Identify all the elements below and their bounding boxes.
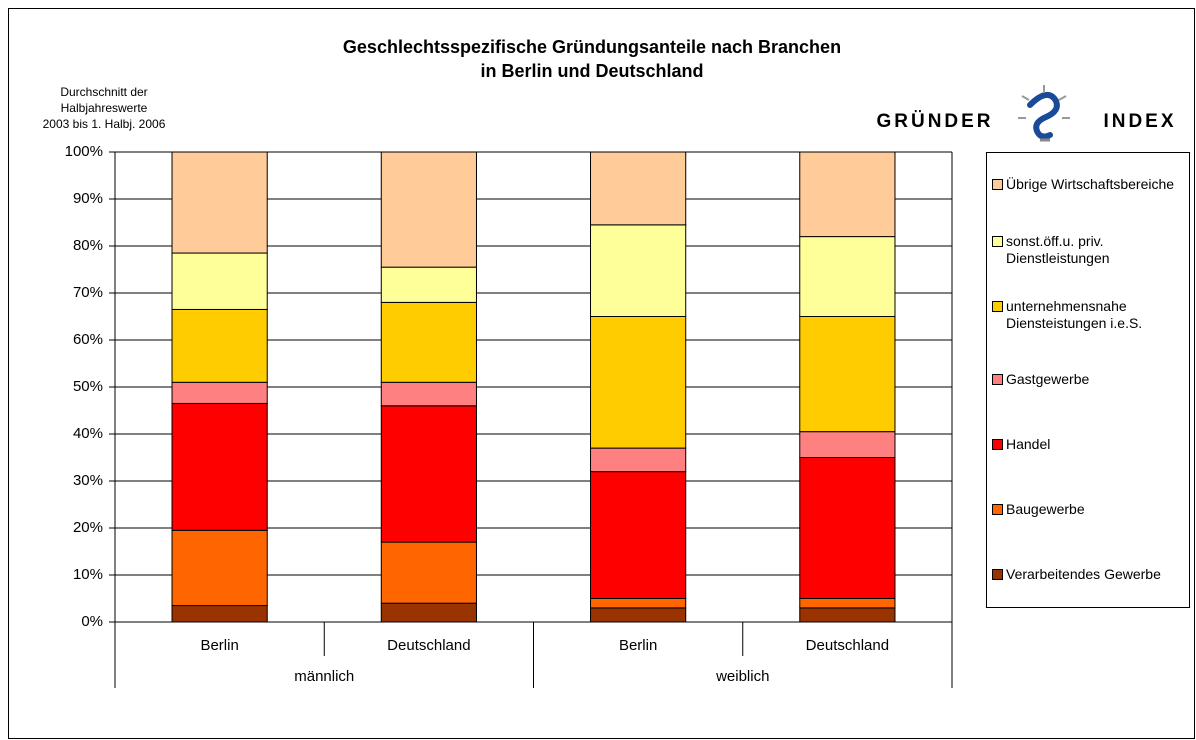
bar-segment bbox=[380, 266, 477, 303]
legend-swatch bbox=[992, 300, 1003, 312]
legend-item: Übrige Wirtschaftsbereiche bbox=[992, 176, 1188, 193]
legend-item: sonst.öff.u. priv. Dienstleistungen bbox=[992, 233, 1188, 267]
bar-segment bbox=[799, 598, 896, 609]
bar-segment bbox=[590, 607, 687, 623]
y-tick-label: 100% bbox=[65, 143, 103, 160]
bar-segment bbox=[590, 224, 687, 318]
chart-title: in Berlin und Deutschland bbox=[480, 61, 703, 81]
legend-item: Baugewerbe bbox=[992, 501, 1188, 518]
y-tick-label: 90% bbox=[73, 190, 103, 207]
group-label: männlich bbox=[294, 668, 354, 685]
y-tick-label: 20% bbox=[73, 519, 103, 536]
bar-segment bbox=[380, 301, 477, 383]
bar-segment bbox=[171, 402, 268, 531]
y-tick-label: 80% bbox=[73, 237, 103, 254]
note: Durchschnitt der bbox=[60, 85, 147, 99]
bar-segment bbox=[799, 457, 896, 599]
legend-label: Baugewerbe bbox=[1006, 501, 1085, 517]
legend-item: unternehmensnahe Diensteistungen i.e.S. bbox=[992, 298, 1188, 332]
legend-item: Verarbeitendes Gewerbe bbox=[992, 566, 1188, 583]
legend-swatch bbox=[992, 374, 1003, 385]
y-tick-label: 60% bbox=[73, 331, 103, 348]
note: 2003 bis 1. Halbj. 2006 bbox=[43, 117, 166, 131]
x-tick-label: Deutschland bbox=[387, 637, 470, 654]
bar-segment bbox=[380, 602, 477, 623]
legend-label: Gastgewerbe bbox=[1006, 371, 1090, 387]
bar-segment bbox=[590, 598, 687, 609]
chart-title: Geschlechtsspezifische Gründungsanteile … bbox=[343, 37, 841, 57]
legend-item: Gastgewerbe bbox=[992, 371, 1188, 388]
bar-segment bbox=[171, 605, 268, 623]
bar-segment bbox=[380, 151, 477, 268]
bar-segment bbox=[590, 471, 687, 600]
bar-segment bbox=[590, 447, 687, 473]
logo-icon bbox=[1018, 85, 1070, 142]
bar-segment bbox=[380, 541, 477, 604]
y-tick-label: 70% bbox=[73, 284, 103, 301]
bar-segment bbox=[171, 529, 268, 607]
y-tick-label: 40% bbox=[73, 425, 103, 442]
y-tick-label: 50% bbox=[73, 378, 103, 395]
bar-segment bbox=[590, 316, 687, 449]
legend-box bbox=[986, 152, 1190, 608]
legend-item: Handel bbox=[992, 436, 1188, 453]
bar-segment bbox=[380, 405, 477, 543]
bar-segment bbox=[799, 431, 896, 458]
bar-segment bbox=[171, 151, 268, 254]
bar-segment bbox=[799, 607, 896, 623]
x-tick-label: Berlin bbox=[619, 637, 657, 654]
legend-swatch bbox=[992, 179, 1003, 190]
y-tick-label: 0% bbox=[81, 613, 103, 630]
bar-segment bbox=[380, 381, 477, 407]
logo-text: INDEX bbox=[1103, 111, 1176, 132]
note: Halbjahreswerte bbox=[61, 101, 148, 115]
chart-border bbox=[8, 8, 1195, 739]
legend-label: Verarbeitendes Gewerbe bbox=[1006, 566, 1161, 582]
y-tick-label: 10% bbox=[73, 566, 103, 583]
y-tick-label: 30% bbox=[73, 472, 103, 489]
legend-swatch bbox=[992, 504, 1003, 515]
legend-label: Übrige Wirtschaftsbereiche bbox=[1006, 176, 1175, 192]
bar-segment bbox=[171, 381, 268, 404]
bar-segment bbox=[799, 316, 896, 433]
legend-label: sonst.öff.u. priv. Dienstleistungen bbox=[1006, 232, 1110, 266]
legend-swatch bbox=[992, 439, 1003, 450]
bar-segment bbox=[171, 252, 268, 310]
bar-segment bbox=[590, 151, 687, 226]
legend-label: unternehmensnahe Diensteistungen i.e.S. bbox=[1006, 297, 1143, 331]
bar-segment bbox=[799, 236, 896, 318]
legend-swatch bbox=[992, 235, 1003, 247]
legend-label: Handel bbox=[1006, 436, 1051, 452]
bar-segment bbox=[799, 151, 896, 238]
logo-text: GRÜNDER bbox=[876, 111, 993, 132]
x-tick-label: Deutschland bbox=[806, 637, 889, 654]
x-tick-label: Berlin bbox=[200, 637, 238, 654]
legend-swatch bbox=[992, 569, 1003, 580]
group-label: weiblich bbox=[715, 668, 769, 685]
bar-segment bbox=[171, 308, 268, 383]
